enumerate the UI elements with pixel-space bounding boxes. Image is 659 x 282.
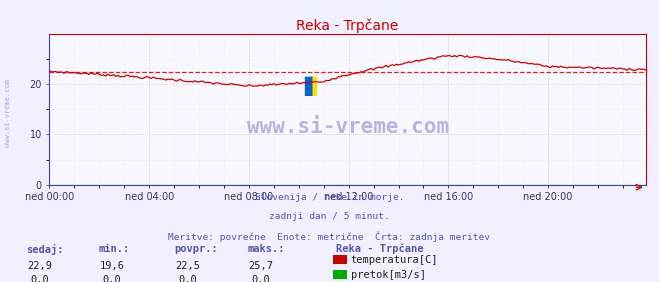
- Text: Slovenija / reke in morje.: Slovenija / reke in morje.: [255, 193, 404, 202]
- Text: 22,9: 22,9: [27, 261, 52, 271]
- Text: temperatura[C]: temperatura[C]: [351, 255, 438, 265]
- Text: 0,0: 0,0: [103, 275, 121, 282]
- Text: 19,6: 19,6: [100, 261, 125, 271]
- Text: 0,0: 0,0: [179, 275, 197, 282]
- Text: ▐: ▐: [301, 77, 316, 96]
- Text: www.si-vreme.com: www.si-vreme.com: [5, 79, 11, 147]
- Text: 0,0: 0,0: [251, 275, 270, 282]
- Text: povpr.:: povpr.:: [175, 244, 218, 254]
- Text: 25,7: 25,7: [248, 261, 273, 271]
- Text: Meritve: povrečne  Enote: metrične  Črta: zadnja meritev: Meritve: povrečne Enote: metrične Črta: …: [169, 232, 490, 242]
- Text: www.si-vreme.com: www.si-vreme.com: [246, 117, 449, 137]
- Text: maks.:: maks.:: [247, 244, 285, 254]
- Text: zadnji dan / 5 minut.: zadnji dan / 5 minut.: [269, 212, 390, 221]
- Text: 0,0: 0,0: [30, 275, 49, 282]
- Text: sedaj:: sedaj:: [26, 244, 64, 255]
- Text: Reka - Trpčane: Reka - Trpčane: [336, 244, 424, 254]
- Text: 22,5: 22,5: [175, 261, 200, 271]
- Text: ▌: ▌: [304, 77, 320, 96]
- Title: Reka - Trpčane: Reka - Trpčane: [297, 18, 399, 33]
- Text: pretok[m3/s]: pretok[m3/s]: [351, 270, 426, 280]
- Text: min.:: min.:: [99, 244, 130, 254]
